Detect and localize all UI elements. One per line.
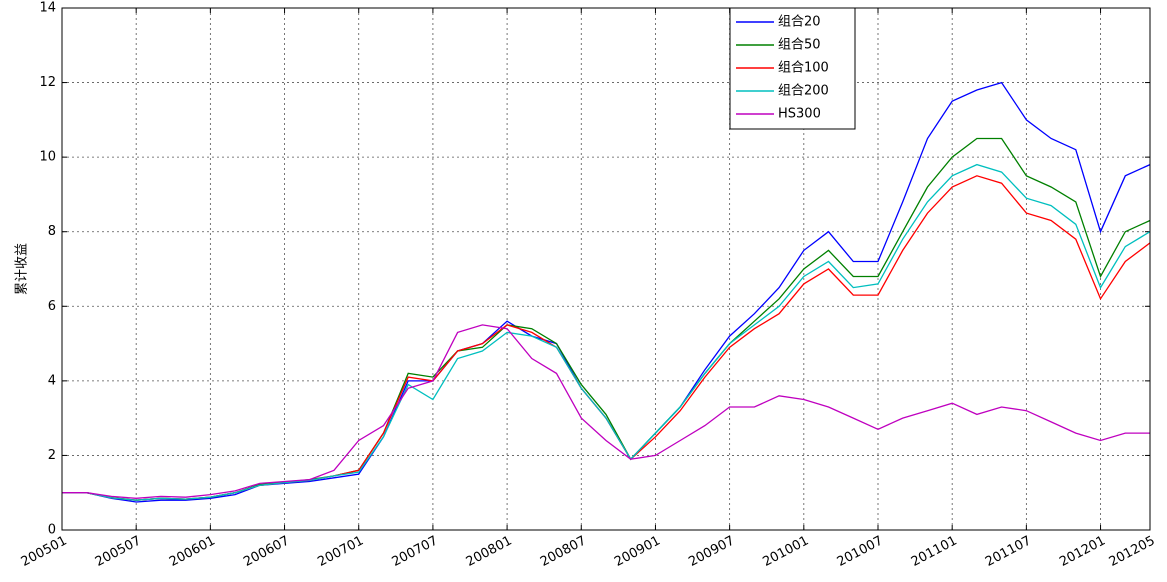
series-line <box>62 324 1150 499</box>
x-tick-label: 200801 <box>464 533 515 570</box>
series-line <box>62 163 1151 501</box>
legend-label: 组合50 <box>778 38 821 53</box>
x-tick-label: 200607 <box>241 533 292 570</box>
x-tick-label: 200901 <box>612 533 663 570</box>
x-tick-label: 200601 <box>167 533 218 570</box>
x-tick-label: 200701 <box>315 533 366 570</box>
x-tick-label: 201201 <box>1057 533 1108 570</box>
legend-label: 组合20 <box>778 15 821 30</box>
x-tick-label: 201001 <box>760 533 811 570</box>
plot-border <box>61 7 1151 531</box>
y-tick-label: 0 <box>48 523 56 538</box>
x-tick-label: 200501 <box>19 533 70 570</box>
x-tick-label: 200507 <box>93 533 144 570</box>
x-tick-label: 200707 <box>390 533 441 570</box>
x-tick-label: 201205 <box>1107 533 1158 570</box>
legend: 组合20 组合50 组合100 组合200 HS300 <box>729 7 856 130</box>
x-tick-label: 201007 <box>835 533 886 570</box>
y-tick-label: 12 <box>39 75 56 90</box>
y-tick-label: 14 <box>39 1 56 16</box>
x-tick-label: 200807 <box>538 533 589 570</box>
x-tick-label: 201101 <box>909 533 960 570</box>
plot-area <box>62 8 1150 530</box>
legend-label: 组合100 <box>778 61 829 76</box>
y-axis-label: 累计收益 <box>15 243 30 295</box>
x-tick-label: 201107 <box>983 533 1034 570</box>
legend-label: HS300 <box>778 107 821 122</box>
y-tick-label: 4 <box>48 373 56 388</box>
legend-label: 组合200 <box>778 84 829 99</box>
y-tick-label: 10 <box>39 150 56 165</box>
y-tick-label: 8 <box>48 224 56 239</box>
y-tick-label: 2 <box>48 448 56 463</box>
x-tick-label: 200907 <box>686 533 737 570</box>
y-tick-label: 6 <box>48 299 56 314</box>
